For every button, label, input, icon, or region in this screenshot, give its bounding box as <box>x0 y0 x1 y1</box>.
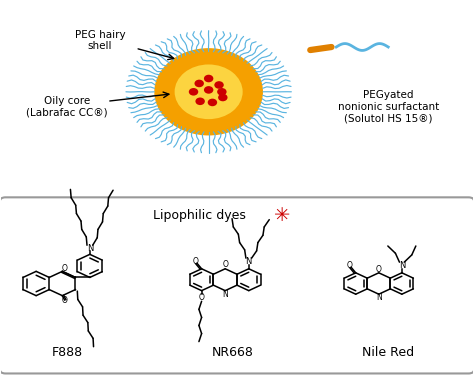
Text: Oily core
(Labrafac CC®): Oily core (Labrafac CC®) <box>26 96 108 118</box>
Text: F888: F888 <box>51 346 82 359</box>
Text: O: O <box>62 296 68 306</box>
Text: O: O <box>62 264 68 273</box>
Circle shape <box>174 64 243 119</box>
Text: N: N <box>399 261 405 270</box>
Text: PEG hairy
shell: PEG hairy shell <box>74 30 125 51</box>
Circle shape <box>155 48 263 136</box>
Text: O: O <box>222 261 228 269</box>
Text: N: N <box>246 257 252 266</box>
Circle shape <box>204 75 213 82</box>
Text: Nile Red: Nile Red <box>362 346 414 359</box>
Circle shape <box>217 88 227 96</box>
FancyBboxPatch shape <box>0 197 474 373</box>
Text: ✳: ✳ <box>273 206 290 225</box>
Text: O: O <box>376 264 382 274</box>
Text: Lipophilic dyes: Lipophilic dyes <box>153 209 246 222</box>
Circle shape <box>204 86 213 94</box>
Text: N: N <box>87 244 93 253</box>
Text: O: O <box>192 258 199 266</box>
Text: O: O <box>199 293 205 303</box>
Circle shape <box>214 81 224 89</box>
Text: O: O <box>346 261 353 271</box>
Circle shape <box>195 98 205 105</box>
Circle shape <box>218 94 228 101</box>
Text: N: N <box>376 293 382 303</box>
Circle shape <box>208 99 217 106</box>
Text: N: N <box>222 290 228 299</box>
Text: PEGyated
nonionic surfactant
(Solutol HS 15®): PEGyated nonionic surfactant (Solutol HS… <box>337 90 439 123</box>
Circle shape <box>189 88 198 96</box>
Text: NR668: NR668 <box>211 346 253 359</box>
Circle shape <box>194 80 204 87</box>
